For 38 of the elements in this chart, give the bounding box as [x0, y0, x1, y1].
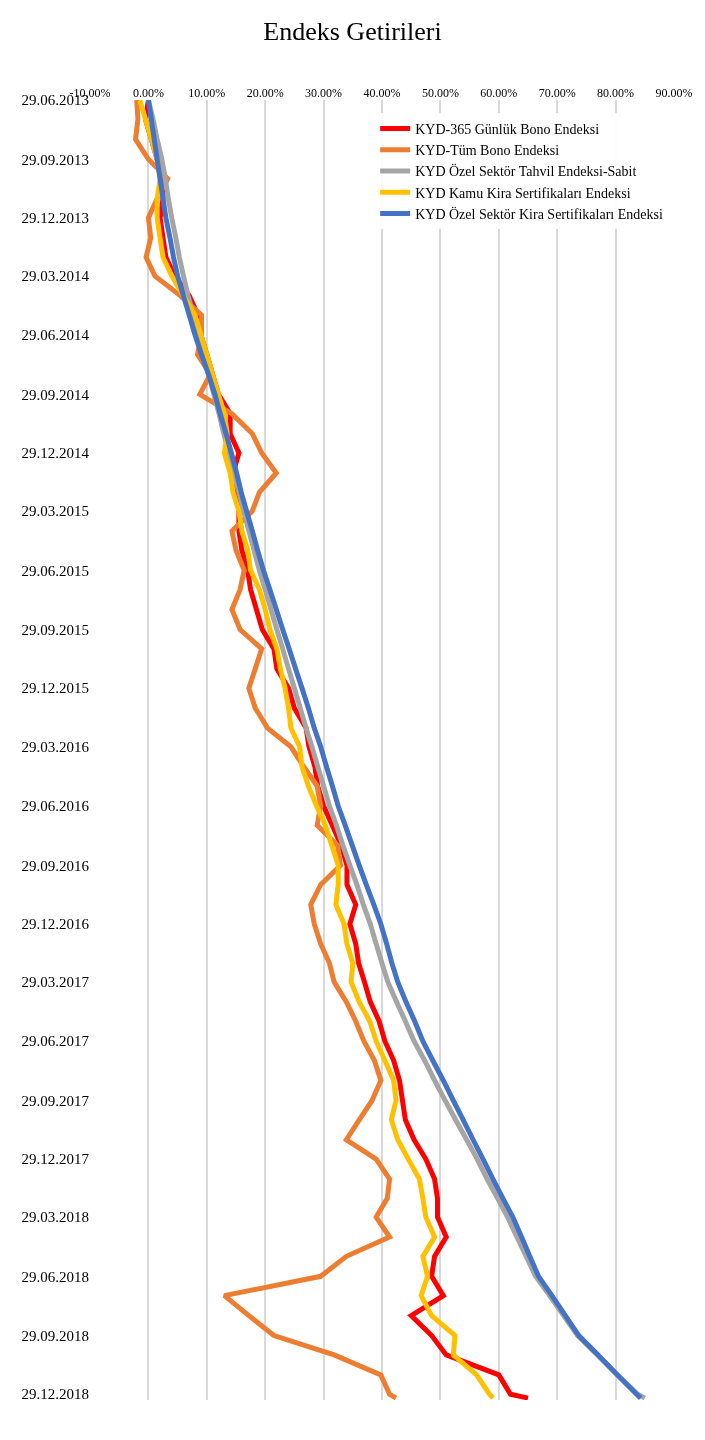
y-tick-label: 29.12.2014	[21, 445, 90, 462]
y-tick-label: 29.06.2014	[21, 327, 90, 344]
x-tick-label: 20.00%	[246, 85, 284, 100]
y-tick-label: 29.09.2013	[21, 151, 89, 168]
y-tick-label: 29.09.2016	[21, 857, 90, 874]
y-tick-label: 29.12.2015	[21, 680, 89, 697]
y-tick-label: 29.09.2018	[21, 1327, 89, 1344]
y-tick-label: 29.03.2018	[21, 1209, 89, 1226]
y-tick-label: 29.03.2015	[21, 503, 89, 520]
y-tick-label: 29.09.2014	[21, 386, 90, 403]
legend-label: KYD Kamu Kira Sertifikaları Endeksi	[415, 185, 631, 201]
legend-label: KYD-365 Günlük Bono Endeksi	[415, 122, 600, 138]
y-tick-label: 29.12.2013	[21, 210, 89, 227]
y-tick-label: 29.03.2017	[21, 974, 90, 991]
legend-label: KYD Özel Sektör Kira Sertifikaları Endeksi	[415, 205, 663, 222]
x-tick-label: 40.00%	[363, 85, 401, 100]
y-tick-label: 29.12.2016	[21, 916, 90, 933]
x-tick-label: 90.00%	[655, 85, 693, 100]
y-tick-label: 29.12.2017	[21, 1151, 90, 1168]
y-tick-label: 29.06.2018	[21, 1268, 89, 1285]
x-tick-label: 50.00%	[421, 85, 459, 100]
y-tick-label: 29.06.2016	[21, 798, 90, 815]
legend-label: KYD-Tüm Bono Endeksi	[415, 143, 560, 159]
x-tick-label: 30.00%	[305, 85, 343, 100]
y-tick-label: 29.12.2018	[21, 1386, 89, 1403]
y-tick-label: 29.06.2015	[21, 562, 89, 579]
x-tick-label: 10.00%	[188, 85, 226, 100]
y-tick-label: 29.06.2017	[21, 1033, 90, 1050]
x-tick-label: 60.00%	[480, 85, 518, 100]
legend-label: KYD Özel Sektör Tahvil Endeksi-Sabit	[415, 163, 637, 180]
x-tick-label: 70.00%	[538, 85, 576, 100]
x-tick-label: 80.00%	[597, 85, 635, 100]
y-tick-label: 29.09.2017	[21, 1092, 90, 1109]
y-tick-label: 29.09.2015	[21, 621, 89, 638]
x-tick-label: 0.00%	[132, 85, 164, 100]
y-tick-label: 29.03.2016	[21, 739, 90, 756]
y-tick-label: 29.03.2014	[21, 268, 90, 285]
chart-title: Endeks Getirileri	[263, 16, 442, 46]
